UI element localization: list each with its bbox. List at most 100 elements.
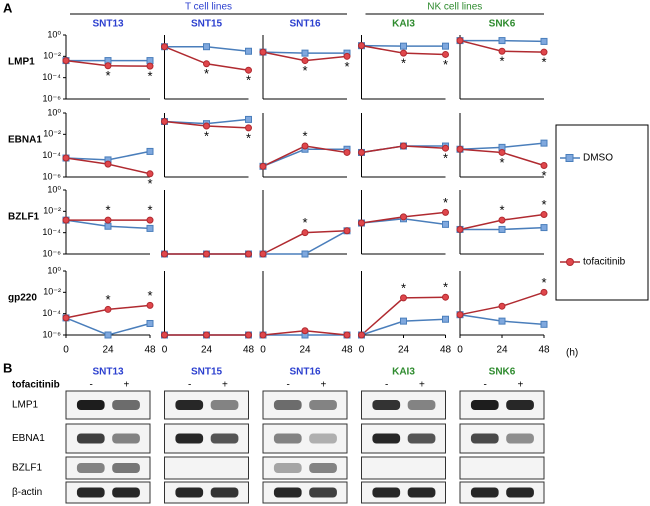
marker [104,160,112,168]
band [470,433,499,444]
band [76,487,105,498]
marker [358,219,365,227]
marker [245,47,252,55]
marker [146,216,154,224]
marker [62,154,70,162]
blot-column-title: SNT16 [289,367,321,378]
marker [245,250,252,258]
significance-mark: * [443,151,448,166]
band [76,433,105,444]
marker [442,42,449,50]
band [273,400,302,410]
panel-label: B [3,360,12,375]
y-tick-label: 10⁰ [47,265,61,275]
band [175,487,204,498]
column-title: SNT13 [92,19,124,30]
y-tick-label: 10⁻² [43,206,61,216]
band [273,433,302,444]
lane-label: - [484,380,487,391]
lane-label: - [90,380,93,391]
marker [442,220,449,228]
marker [146,301,154,309]
blot-strip [164,481,249,504]
x-tick-label: 48 [144,345,156,356]
lane-label: - [385,380,388,391]
marker [343,331,351,339]
band [470,400,499,410]
x-tick-label: 48 [243,345,255,356]
marker [540,211,548,219]
band [407,400,436,410]
marker [146,147,154,155]
significance-mark: * [204,66,209,81]
significance-mark: * [105,292,110,307]
band [175,400,204,410]
marker [104,216,112,224]
significance-mark: * [246,73,251,88]
x-tick-label: 0 [260,345,266,356]
legend-marker [566,258,574,266]
marker [358,331,365,339]
significance-mark: * [147,176,152,191]
band [273,487,302,498]
marker [540,224,548,232]
x-tick-label: 48 [538,345,550,356]
blot-strip [361,456,446,480]
significance-mark: * [541,55,546,70]
y-tick-label: 10⁻⁴ [42,227,61,237]
band [112,400,140,410]
y-tick-label: 10⁻⁴ [42,72,61,82]
marker [62,57,70,65]
band [273,463,302,473]
panel-label: A [3,0,13,15]
marker [62,314,70,322]
band [470,487,499,498]
blot-strip [164,456,249,480]
column-title: SNT16 [289,19,321,30]
significance-mark: * [344,59,349,74]
column-title: KAI3 [392,19,415,30]
marker [104,222,112,230]
band [309,400,337,410]
y-tick-label: 10⁰ [47,184,61,194]
y-tick-label: 10⁻⁶ [43,248,62,258]
lane-label: - [188,380,191,391]
band [112,463,140,473]
series-line [361,296,446,336]
marker [400,42,407,50]
blot-strip [459,456,545,480]
blot-column-title: SNT15 [191,367,223,378]
lane-label: + [518,380,524,391]
band [506,463,534,473]
significance-mark: * [499,155,504,170]
blot-strip [262,481,348,504]
marker [540,161,548,169]
band [407,487,436,498]
x-tick-label: 24 [102,345,114,356]
marker [301,142,309,150]
marker [245,331,252,339]
marker [259,250,267,258]
blot-column-title: SNT13 [92,367,124,378]
significance-mark: * [105,68,110,83]
blot-strip [65,456,151,480]
marker [259,331,267,339]
band [175,433,204,444]
marker [301,57,309,65]
marker [343,52,351,60]
marker [301,250,309,258]
y-tick-label: 10⁻² [43,129,61,139]
marker [203,331,210,339]
significance-mark: * [147,69,152,84]
band [471,463,499,473]
significance-mark: * [499,54,504,69]
lane-label: - [287,380,290,391]
marker [498,216,506,224]
blot-strip [459,481,545,504]
marker [104,305,112,313]
band [372,433,401,444]
lane-label: + [124,380,130,391]
y-tick-label: 10⁻⁶ [43,329,62,339]
significance-mark: * [302,128,307,143]
